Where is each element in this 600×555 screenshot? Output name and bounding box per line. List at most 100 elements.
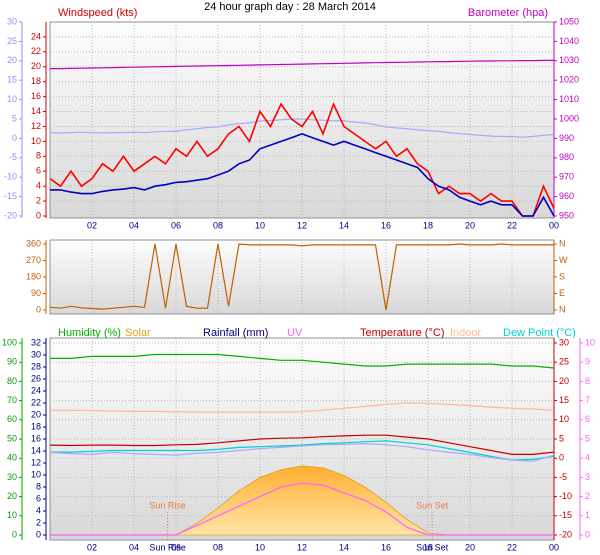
y-tick-label: 18 [31,421,41,431]
y-tick-label: 16 [31,91,41,101]
y-tick-label: 30 [7,16,17,26]
y-tick-label: 0 [12,529,17,539]
y-tick-label: 20 [7,55,17,65]
y-tick-label: -15 [4,191,17,201]
y-tick-label: 15 [7,75,17,85]
x-tick-label: 04 [129,542,139,552]
y-tick-label: 0 [585,529,590,539]
y-tick-label: 28 [31,361,41,371]
x-tick-label: 02 [87,542,97,552]
y-tick-label: 4 [585,453,590,463]
x-tick-label: 10 [255,542,265,552]
y-tick-label: 20 [31,61,41,71]
y-tick-label: 20 [31,409,41,419]
y-tick-label: 3 [585,472,590,482]
series-line [50,101,554,217]
x-tick-label: 22 [507,542,517,552]
y-tick-label: 970 [559,172,574,182]
y-tick-label: S [559,271,565,281]
x-tick-label: 02 [87,220,97,230]
legend-entry: Humidity (%) [58,327,121,339]
y-tick-label: 0 [12,133,17,143]
legend-entry: Dew Point (°C) [503,327,576,339]
y-tick-label: 22 [31,46,41,56]
x-tick-label: 12 [297,220,307,230]
annotation-axis-label: Sun Rise [149,542,186,552]
chart-title: 24 hour graph day : 28 March 2014 [204,1,376,13]
y-tick-label: -20 [559,529,572,539]
y-tick-label: 1040 [559,36,579,46]
y-tick-label: 20 [7,491,17,501]
y-tick-label: -10 [4,172,17,182]
y-tick-label: 32 [31,337,41,347]
y-tick-label: 10 [559,414,569,424]
y-tick-label: 360 [26,238,41,248]
y-tick-label: E [559,288,565,298]
y-tick-label: 16 [31,433,41,443]
x-tick-label: 06 [171,542,181,552]
axis-title: Windspeed (kts) [58,7,137,19]
y-tick-label: 1010 [559,94,579,104]
x-tick-label: 18 [423,542,433,552]
y-tick-label: N [559,304,566,314]
y-tick-label: -5 [9,152,17,162]
y-tick-label: 2 [36,517,41,527]
y-tick-label: -10 [559,491,572,501]
y-tick-label: 5 [559,433,564,443]
y-tick-label: 4 [36,181,41,191]
y-tick-label: 990 [559,133,574,143]
series-line [50,353,554,369]
y-tick-label: -15 [559,510,572,520]
y-tick-label: 12 [31,121,41,131]
y-tick-label: 10 [7,94,17,104]
axis-title: Rainfall (mm) [203,327,268,339]
x-tick-label: 22 [507,220,517,230]
x-tick-label: 04 [129,220,139,230]
annotation-axis-label: Sun Set [416,542,449,552]
y-tick-label: 22 [31,397,41,407]
y-tick-label: 10 [7,510,17,520]
y-tick-label: 10 [31,469,41,479]
y-tick-label: 1050 [559,16,579,26]
y-tick-label: 8 [585,376,590,386]
x-tick-label: 08 [213,542,223,552]
y-tick-label: 90 [31,288,41,298]
y-tick-label: 30 [7,472,17,482]
x-tick-label: 16 [381,220,391,230]
y-tick-label: 9 [585,357,590,367]
y-tick-label: 0 [36,210,41,220]
x-tick-label: 14 [339,542,349,552]
y-tick-label: 60 [7,414,17,424]
series-line [50,59,554,70]
y-tick-label: 25 [7,36,17,46]
y-tick-label: 5 [585,433,590,443]
y-tick-label: 8 [36,151,41,161]
y-tick-label: 25 [559,357,569,367]
y-tick-label: 12 [31,457,41,467]
y-tick-label: 1030 [559,55,579,65]
y-tick-label: 6 [36,493,41,503]
y-tick-label: 5 [12,113,17,123]
y-tick-label: 100 [2,337,17,347]
y-tick-label: 40 [7,453,17,463]
y-tick-label: 6 [36,166,41,176]
x-tick-label: 08 [213,220,223,230]
y-tick-label: -20 [4,210,17,220]
y-tick-label: N [559,238,566,248]
x-tick-label: 18 [423,220,433,230]
x-tick-label: 20 [465,542,475,552]
y-tick-label: 980 [559,152,574,162]
annotation-label: Sun Set [416,500,449,510]
x-tick-label: 10 [255,220,265,230]
x-tick-label: 00 [549,220,559,230]
y-tick-label: 90 [7,357,17,367]
series-line [50,482,554,536]
x-tick-label: 06 [171,220,181,230]
x-tick-label: 00 [549,542,559,552]
y-tick-label: 30 [559,337,569,347]
y-tick-label: 10 [585,337,595,347]
series-line [50,133,554,217]
y-tick-label: 14 [31,445,41,455]
y-tick-label: 26 [31,373,41,383]
